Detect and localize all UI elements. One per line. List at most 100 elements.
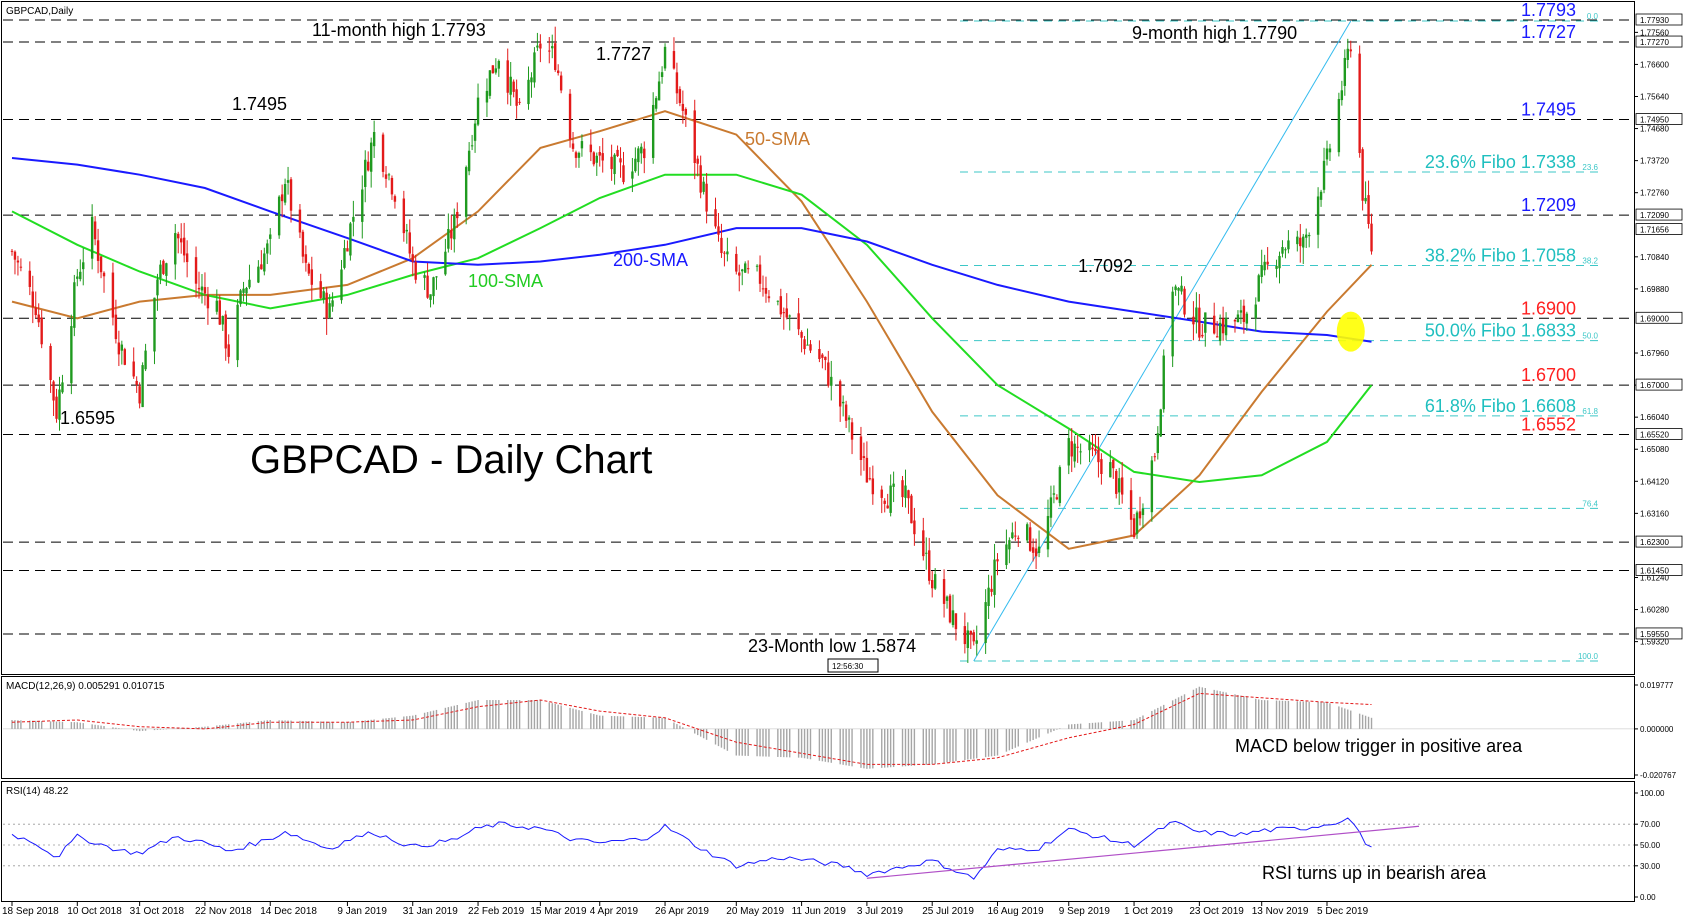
- candle-bearish: [871, 478, 875, 495]
- candle-bearish: [515, 89, 518, 106]
- candle-bearish: [1233, 319, 1237, 322]
- candle-bullish: [159, 264, 162, 279]
- candle-bullish: [1088, 442, 1091, 451]
- candle-bearish: [868, 478, 872, 480]
- candle-bullish: [76, 276, 79, 279]
- candle-bullish: [1322, 160, 1326, 190]
- candle-bullish: [577, 152, 581, 158]
- candle-bearish: [865, 457, 869, 483]
- candle-bearish: [1017, 537, 1020, 539]
- candle-bullish: [343, 248, 346, 268]
- candle-bullish: [1204, 312, 1207, 333]
- candle-bullish: [1011, 532, 1014, 539]
- candle-bullish: [1058, 467, 1062, 504]
- candle-bullish: [743, 263, 747, 273]
- annotation-1-7092: 1.7092: [1078, 256, 1133, 276]
- candle-bullish: [1340, 90, 1344, 101]
- candle-bullish: [494, 68, 498, 73]
- date-tick-label: 13 Nov 2019: [1252, 906, 1309, 917]
- candle-bullish: [352, 216, 355, 222]
- candle-bearish: [1034, 548, 1038, 557]
- candle-bearish: [827, 362, 830, 386]
- rsi-tick-label: 30.00: [1640, 862, 1661, 871]
- candle-bullish: [984, 602, 987, 643]
- candle-bullish: [61, 382, 64, 393]
- candle-bearish: [779, 296, 783, 315]
- candle-bearish: [954, 613, 958, 630]
- date-tick-label: 14 Dec 2018: [260, 906, 317, 917]
- candle-bullish: [1159, 409, 1162, 437]
- candle-bearish: [803, 339, 806, 350]
- candle-bullish: [509, 76, 512, 95]
- candle-bearish: [1091, 447, 1094, 450]
- candle-bullish: [1135, 512, 1139, 534]
- candle-bearish: [52, 381, 55, 401]
- candle-bullish: [364, 159, 367, 187]
- candle-bearish: [102, 272, 106, 277]
- candle-bullish: [464, 167, 468, 217]
- price-level-tag-label: 1.65520: [1640, 431, 1669, 440]
- candle-bearish: [574, 152, 578, 158]
- candle-bullish: [263, 253, 266, 272]
- candle-bearish: [910, 495, 913, 524]
- candle-bullish: [488, 70, 492, 96]
- candle-bullish: [429, 294, 432, 300]
- candle-bullish: [1296, 236, 1299, 245]
- price-tick-label: 1.73720: [1640, 157, 1669, 166]
- candle-bearish: [622, 165, 625, 183]
- date-tick-label: 1 Oct 2019: [1124, 906, 1173, 917]
- candle-bearish: [111, 272, 115, 318]
- date-tick-label: 31 Jan 2019: [403, 906, 458, 917]
- candle-bearish: [298, 209, 302, 233]
- candle-bearish: [990, 588, 993, 592]
- candle-bullish: [328, 303, 331, 318]
- candle-bearish: [28, 270, 32, 287]
- price-level-tag-label: 1.72090: [1640, 211, 1669, 220]
- candle-bearish: [886, 505, 889, 509]
- candle-bearish: [132, 361, 135, 377]
- candle-bearish: [844, 404, 848, 421]
- price-tick-label: 1.72760: [1640, 189, 1669, 198]
- candle-bearish: [224, 314, 227, 349]
- candle-bullish: [349, 223, 352, 256]
- candle-bullish: [1162, 355, 1165, 410]
- candle-bullish: [530, 77, 533, 83]
- candle-bullish: [741, 269, 744, 272]
- chart-symbol-title: GBPCAD,Daily: [6, 6, 73, 17]
- candle-bullish: [933, 574, 937, 589]
- candle-bearish: [735, 253, 738, 272]
- candle-bullish: [322, 291, 325, 300]
- candle-bearish: [31, 291, 34, 307]
- candle-bearish: [1349, 49, 1352, 52]
- candle-bullish: [1046, 516, 1050, 550]
- macd-title: MACD(12,26,9) 0.005291 0.010715: [6, 681, 165, 692]
- candle-bearish: [764, 287, 768, 294]
- candle-bullish: [1049, 497, 1053, 518]
- candle-bearish: [16, 260, 20, 263]
- candle-bearish: [117, 342, 121, 355]
- candle-bullish: [551, 46, 554, 49]
- date-tick-label: 16 Aug 2019: [988, 906, 1045, 917]
- candle-bearish: [185, 253, 189, 263]
- candle-bullish: [1245, 313, 1249, 324]
- date-tick-label: 20 May 2019: [726, 906, 784, 917]
- candle-bullish: [1037, 546, 1041, 553]
- candle-bearish: [616, 149, 619, 157]
- candle-bullish: [975, 640, 978, 644]
- rsi-tick-label: 100.00: [1640, 789, 1665, 798]
- candle-bearish: [411, 254, 414, 262]
- candle-bearish: [672, 51, 676, 69]
- candle-bullish: [651, 104, 655, 158]
- candle-bullish: [1118, 478, 1121, 493]
- candle-bullish: [340, 269, 343, 301]
- price-tick-label: 1.77560: [1640, 28, 1669, 37]
- annotation-9-month-high: 9-month high 1.7790: [1132, 23, 1297, 43]
- candle-bullish: [1284, 249, 1287, 251]
- candle-bearish: [883, 500, 886, 504]
- candle-bearish: [738, 272, 741, 276]
- candle-bearish: [390, 177, 394, 195]
- candle-bullish: [387, 174, 391, 176]
- candle-bearish: [1129, 490, 1133, 520]
- candle-bullish: [1067, 438, 1070, 466]
- fibonacci-ratio-label: 61.8: [1582, 407, 1598, 416]
